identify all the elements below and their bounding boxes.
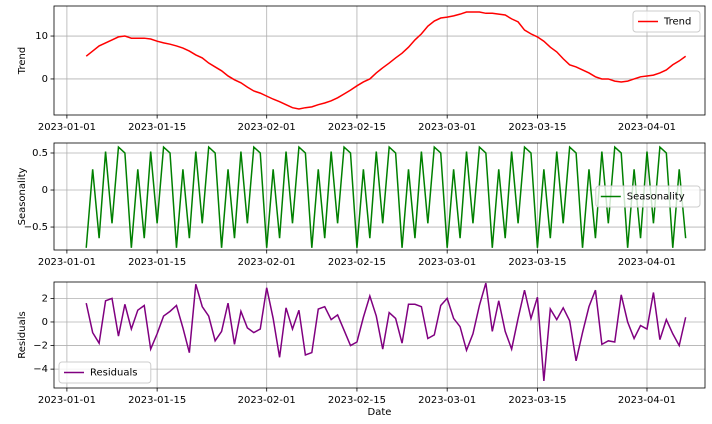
x-axis-label: Date <box>368 407 392 418</box>
x-tick-label: 2023-03-15 <box>508 395 566 406</box>
y-axis-label: Seasonality <box>17 168 28 226</box>
x-tick-label: 2023-04-01 <box>618 257 676 268</box>
trend-line <box>85 11 687 110</box>
axes-frame <box>53 281 706 389</box>
x-tick-label: 2023-01-15 <box>128 122 186 133</box>
x-tick-label: 2023-03-01 <box>418 257 476 268</box>
legend-label: Seasonality <box>627 192 685 203</box>
x-tick-label: 2023-04-01 <box>618 395 676 406</box>
y-tick-label: 2 <box>42 293 48 304</box>
y-axis-label: Trend <box>17 47 28 75</box>
x-tick-label: 2023-01-15 <box>128 395 186 406</box>
x-tick-label: 2023-04-01 <box>618 122 676 133</box>
axes-frame <box>53 5 706 116</box>
legend-box <box>58 361 152 384</box>
trend-line <box>85 282 687 381</box>
x-tick-label: 2023-01-15 <box>128 257 186 268</box>
x-tick-label: 2023-01-01 <box>38 257 96 268</box>
y-tick-label: −4 <box>33 364 48 375</box>
y-tick-label: 0 <box>42 317 48 328</box>
y-tick-label: −0.5 <box>24 222 48 233</box>
x-tick-label: 2023-01-01 <box>38 122 96 133</box>
x-tick-label: 2023-02-15 <box>328 257 386 268</box>
x-tick-label: 2023-03-15 <box>508 257 566 268</box>
y-axis-label: Residuals <box>17 311 28 358</box>
x-tick-label: 2023-03-01 <box>418 122 476 133</box>
subplot: 2023-01-01 2023-01-15 2023-02-01 2023-02-15… <box>17 281 706 418</box>
legend-box <box>595 185 701 208</box>
x-tick-label: 2023-02-01 <box>238 122 296 133</box>
y-tick-label: 0 <box>42 74 48 85</box>
x-tick-label: 2023-03-15 <box>508 122 566 133</box>
x-tick-label: 2023-01-01 <box>38 395 96 406</box>
y-tick-label: −2 <box>33 341 48 352</box>
x-tick-label: 2023-02-15 <box>328 395 386 406</box>
legend-label: Residuals <box>90 368 137 379</box>
legend-label: Trend <box>663 17 691 28</box>
y-tick-label: 0.5 <box>32 148 48 159</box>
x-tick-label: 2023-03-01 <box>418 395 476 406</box>
trend-line <box>85 145 687 248</box>
legend-box <box>632 10 701 33</box>
x-tick-label: 2023-02-01 <box>238 257 296 268</box>
x-tick-label: 2023-02-15 <box>328 122 386 133</box>
axes-frame <box>53 142 706 251</box>
x-tick-label: 2023-02-01 <box>238 395 296 406</box>
y-tick-label: 0 <box>42 185 48 196</box>
y-tick-label: 10 <box>35 31 48 42</box>
subplot: 2023-01-01 2023-01-15 2023-02-01 2023-02-15… <box>17 5 706 133</box>
subplot: 2023-01-01 2023-01-15 2023-02-01 2023-02-15… <box>17 142 706 268</box>
